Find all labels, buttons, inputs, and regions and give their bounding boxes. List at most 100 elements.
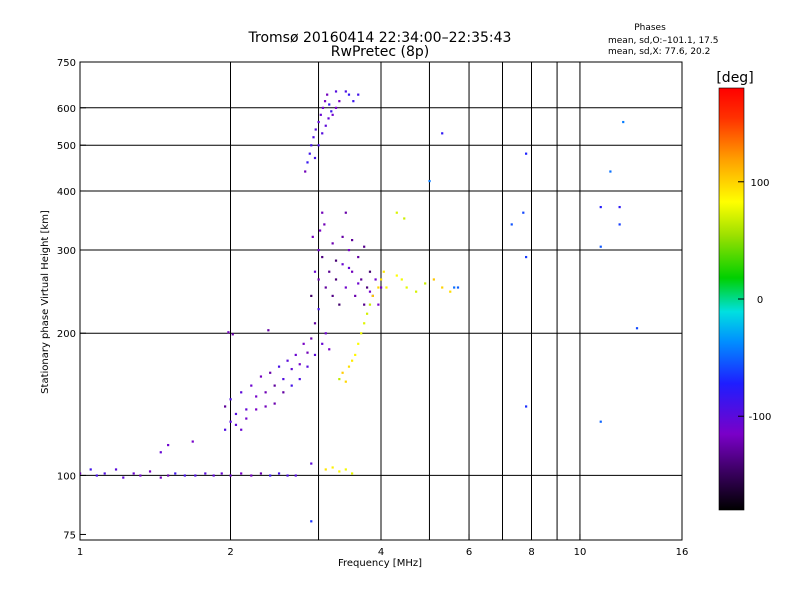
data-point — [338, 100, 341, 103]
data-point — [277, 472, 281, 475]
data-point — [324, 286, 327, 289]
data-points — [80, 90, 639, 523]
data-point — [255, 395, 258, 398]
data-point — [360, 278, 363, 281]
data-point — [428, 179, 431, 183]
data-point — [324, 468, 327, 471]
data-point — [245, 417, 248, 420]
data-point — [302, 342, 305, 345]
data-point — [344, 380, 347, 383]
data-point — [174, 472, 177, 475]
data-point — [363, 322, 366, 325]
data-point — [368, 290, 372, 293]
data-point — [194, 474, 197, 477]
data-point — [306, 161, 309, 164]
data-point — [334, 90, 338, 93]
data-point — [95, 474, 98, 477]
data-point — [321, 211, 324, 214]
x-tick-label: 10 — [574, 547, 587, 558]
data-point — [132, 472, 135, 475]
data-point — [159, 476, 162, 479]
data-point — [395, 274, 398, 277]
data-point — [286, 474, 289, 477]
data-point — [321, 342, 324, 345]
data-point — [352, 100, 355, 103]
data-point — [357, 282, 360, 285]
data-point — [405, 286, 408, 289]
data-point — [317, 278, 320, 281]
data-point — [298, 377, 301, 381]
data-point — [273, 384, 276, 387]
data-point — [224, 428, 227, 431]
data-point — [365, 312, 369, 315]
data-point — [377, 303, 380, 306]
stats-heading: Phases — [634, 23, 666, 33]
data-point — [286, 359, 289, 362]
data-point — [403, 217, 406, 220]
chart-subtitle: RwPretec (8p) — [331, 44, 429, 60]
data-point — [330, 110, 333, 113]
data-point — [318, 229, 322, 232]
data-point — [453, 286, 456, 289]
data-point — [522, 211, 525, 214]
data-point — [290, 384, 293, 387]
data-point — [400, 278, 403, 281]
data-point — [245, 408, 248, 411]
x-tick-label: 2 — [227, 547, 233, 558]
data-point — [306, 365, 309, 368]
data-point — [351, 359, 354, 362]
data-point — [344, 90, 347, 93]
data-point — [377, 286, 380, 289]
data-point — [317, 144, 320, 147]
data-point — [321, 255, 324, 259]
data-point — [331, 466, 334, 469]
data-point — [80, 472, 82, 475]
x-tick-label: 8 — [528, 547, 534, 558]
data-point — [341, 371, 344, 374]
data-point — [317, 120, 320, 124]
data-point — [294, 353, 297, 357]
data-point — [313, 156, 317, 160]
data-point — [360, 332, 363, 335]
y-tick-label: 750 — [57, 58, 76, 69]
data-point — [341, 235, 344, 238]
colorbar-tick-label: 100 — [750, 178, 769, 189]
colorbar-label: [deg] — [716, 70, 753, 86]
y-tick-label: 300 — [57, 246, 76, 257]
data-point — [525, 405, 528, 408]
data-point — [380, 278, 383, 281]
data-point — [103, 472, 106, 475]
y-tick-label: 500 — [57, 141, 76, 152]
stats-o-line: mean, sd,O:–101.1, 17.5 — [608, 36, 719, 46]
y-tick-label: 600 — [57, 104, 76, 115]
data-point — [338, 470, 341, 473]
data-point — [323, 100, 327, 103]
data-point — [351, 270, 354, 273]
data-point — [212, 474, 215, 477]
data-point — [122, 476, 125, 479]
data-point — [456, 286, 460, 289]
data-point — [259, 375, 263, 378]
data-point — [622, 120, 625, 124]
data-point — [441, 286, 444, 289]
data-point — [321, 132, 324, 135]
data-point — [371, 294, 374, 297]
data-point — [240, 472, 243, 475]
data-point — [317, 249, 320, 252]
data-point — [334, 259, 338, 262]
data-point — [250, 384, 253, 387]
data-point — [314, 128, 317, 131]
data-point — [321, 106, 325, 109]
data-point — [609, 170, 612, 173]
data-point — [311, 235, 314, 238]
data-point — [269, 474, 272, 477]
data-point — [319, 113, 322, 116]
data-point — [306, 351, 309, 354]
data-point — [317, 308, 320, 311]
data-point — [599, 205, 602, 209]
data-point — [357, 255, 360, 259]
data-point — [310, 337, 313, 340]
data-point — [234, 423, 238, 426]
data-point — [331, 113, 334, 116]
